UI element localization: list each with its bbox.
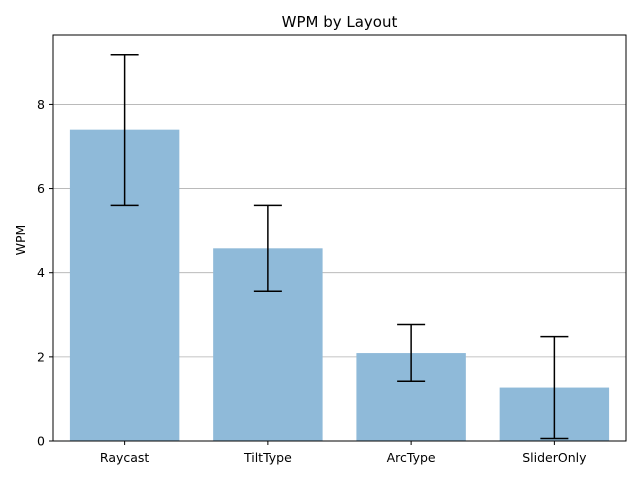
x-tick-label: TiltType	[243, 450, 292, 465]
chart-title: WPM by Layout	[282, 13, 398, 31]
y-tick-label: 2	[37, 349, 45, 364]
x-ticks: Raycast TiltType ArcType SliderOnly	[100, 441, 587, 465]
x-tick-label: Raycast	[100, 450, 150, 465]
errorbar-raycast	[110, 54, 139, 207]
y-tick-label: 4	[37, 265, 45, 280]
x-tick-label: ArcType	[387, 450, 436, 465]
bars	[69, 129, 610, 441]
y-tick-label: 6	[37, 181, 45, 196]
plot-frame	[52, 34, 627, 442]
axes	[52, 34, 627, 442]
error-bars	[110, 54, 569, 440]
x-tick-label: SliderOnly	[522, 450, 587, 465]
errorbar-tilttype	[253, 204, 282, 292]
errorbar-arctype	[397, 323, 426, 383]
y-tick-label: 8	[37, 97, 45, 112]
y-tick-label: 0	[37, 434, 45, 449]
errorbar-slideronly	[540, 335, 569, 440]
y-ticks: 0 2 4 6 8	[37, 97, 53, 449]
y-axis-label: WPM	[13, 225, 28, 256]
